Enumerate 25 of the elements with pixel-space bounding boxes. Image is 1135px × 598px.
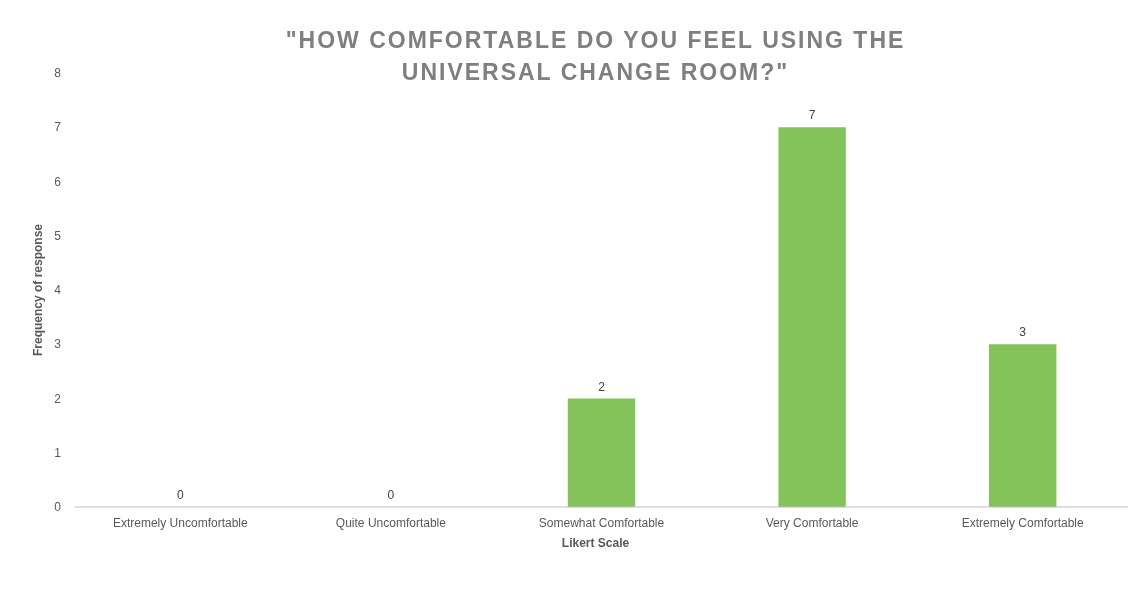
x-tick-label: Very Comfortable — [765, 516, 859, 530]
x-tick-label: Extremely Comfortable — [961, 516, 1085, 530]
x-axis-title: Likert Scale — [561, 536, 630, 550]
chart-title: "HOW COMFORTABLE DO YOU FEEL USING THE UNIVERSAL CHANGE ROOM?" — [285, 27, 906, 85]
data-label: 0 — [387, 488, 395, 502]
bar — [778, 127, 846, 507]
data-label: 0 — [176, 488, 184, 502]
y-axis-title: Frequency of response — [31, 223, 45, 357]
data-label: 7 — [808, 108, 816, 123]
x-tick-label: Somewhat Comfortable — [538, 516, 665, 530]
y-tick-label: 2 — [54, 391, 62, 406]
y-tick-label: 8 — [54, 66, 62, 81]
bar — [989, 344, 1057, 507]
data-label: 2 — [598, 379, 606, 394]
y-tick-label: 6 — [54, 174, 62, 189]
x-tick-label: Quite Uncomfortable — [335, 516, 447, 530]
y-tick-label: 3 — [54, 337, 62, 352]
y-tick-label: 1 — [54, 445, 62, 460]
y-tick-label: 0 — [54, 500, 62, 515]
y-tick-label: 7 — [54, 120, 62, 135]
x-tick-label: Extremely Uncomfortable — [112, 516, 248, 530]
y-tick-label: 5 — [54, 228, 62, 243]
y-tick-label: 4 — [54, 283, 62, 298]
data-label: 3 — [1019, 325, 1027, 340]
bar — [567, 398, 636, 507]
